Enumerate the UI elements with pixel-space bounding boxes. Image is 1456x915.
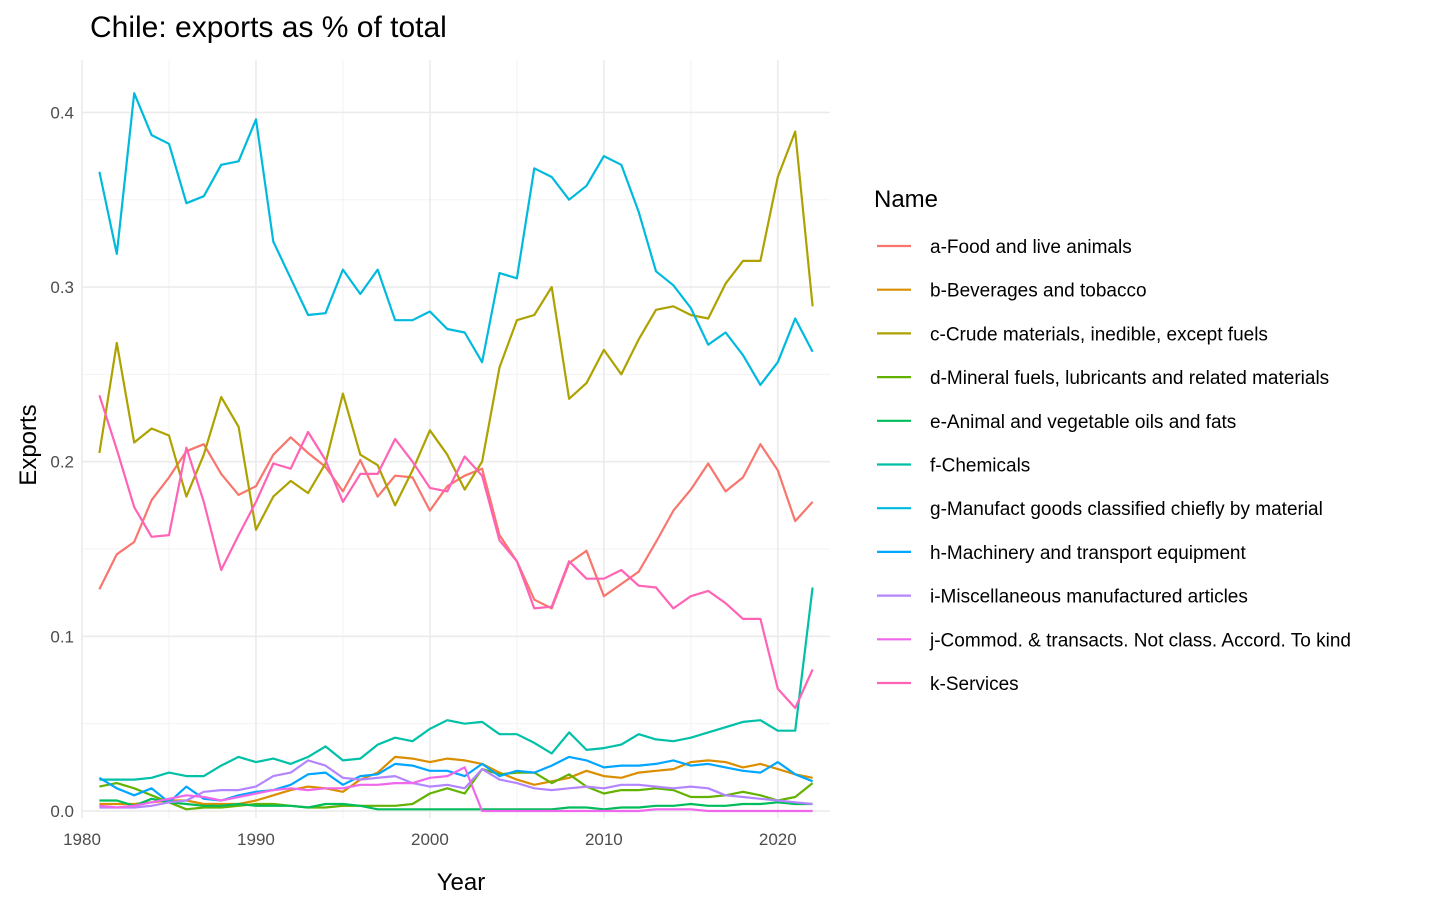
series-line xyxy=(99,587,814,781)
series-line xyxy=(99,755,813,806)
legend-label: a-Food and live animals xyxy=(930,237,1132,258)
legend-label: c-Crude materials, inedible, except fuel… xyxy=(930,324,1268,345)
legend: Name a-Food and live animals b-Beverages … xyxy=(874,186,1351,695)
legend-item: d-Mineral fuels, lubricants and related … xyxy=(877,368,1329,389)
y-tick-label: 0.2 xyxy=(50,453,74,472)
legend-items: a-Food and live animals b-Beverages and t… xyxy=(877,237,1351,695)
x-tick-label: 2020 xyxy=(759,830,797,849)
legend-item: h-Machinery and transport equipment xyxy=(877,543,1247,564)
legend-item: e-Animal and vegetable oils and fats xyxy=(877,412,1236,433)
legend-label: e-Animal and vegetable oils and fats xyxy=(930,412,1236,433)
legend-item: c-Crude materials, inedible, except fuel… xyxy=(877,324,1268,345)
grid xyxy=(81,60,830,818)
x-tick-label: 2000 xyxy=(411,830,449,849)
y-tick-label: 0.0 xyxy=(50,802,74,821)
legend-label: f-Chemicals xyxy=(930,456,1030,477)
x-axis-title: Year xyxy=(437,869,486,896)
series-line xyxy=(98,755,814,804)
series-line xyxy=(99,766,813,813)
axis-ticks: 1980 1990 2000 2010 2020 0.0 0.1 0.2 0.3 0.4 xyxy=(50,103,796,849)
legend-label: j-Commod. & transacts. Not class. Accord… xyxy=(929,630,1351,651)
legend-item: k-Services xyxy=(877,674,1019,695)
series-line xyxy=(99,767,814,811)
legend-item: j-Commod. & transacts. Not class. Accord… xyxy=(877,630,1351,651)
series-line xyxy=(98,92,814,386)
series-line xyxy=(99,759,813,809)
x-tick-label: 1990 xyxy=(237,830,275,849)
legend-label: d-Mineral fuels, lubricants and related … xyxy=(930,368,1329,389)
x-tick-label: 2010 xyxy=(585,830,623,849)
y-tick-label: 0.3 xyxy=(50,278,74,297)
y-axis-title: Exports xyxy=(15,404,42,485)
legend-title: Name xyxy=(874,186,938,213)
x-tick-label: 1980 xyxy=(63,830,101,849)
legend-item: f-Chemicals xyxy=(877,456,1030,477)
legend-label: i-Miscellaneous manufactured articles xyxy=(930,587,1248,608)
legend-label: h-Machinery and transport equipment xyxy=(930,543,1247,564)
legend-label: k-Services xyxy=(930,674,1019,695)
legend-label: g-Manufact goods classified chiefly by m… xyxy=(930,499,1323,520)
chart-title: Chile: exports as % of total xyxy=(90,11,447,44)
legend-item: b-Beverages and tobacco xyxy=(877,281,1147,302)
legend-item: i-Miscellaneous manufactured articles xyxy=(877,587,1248,608)
legend-label: b-Beverages and tobacco xyxy=(930,281,1147,302)
y-tick-label: 0.4 xyxy=(50,103,74,122)
series-line xyxy=(99,797,813,811)
legend-item: g-Manufact goods classified chiefly by m… xyxy=(877,499,1323,520)
series-lines xyxy=(98,92,814,813)
y-tick-label: 0.1 xyxy=(50,627,74,646)
series-line xyxy=(98,436,814,610)
legend-item: a-Food and live animals xyxy=(877,237,1132,258)
series-line xyxy=(98,394,814,710)
